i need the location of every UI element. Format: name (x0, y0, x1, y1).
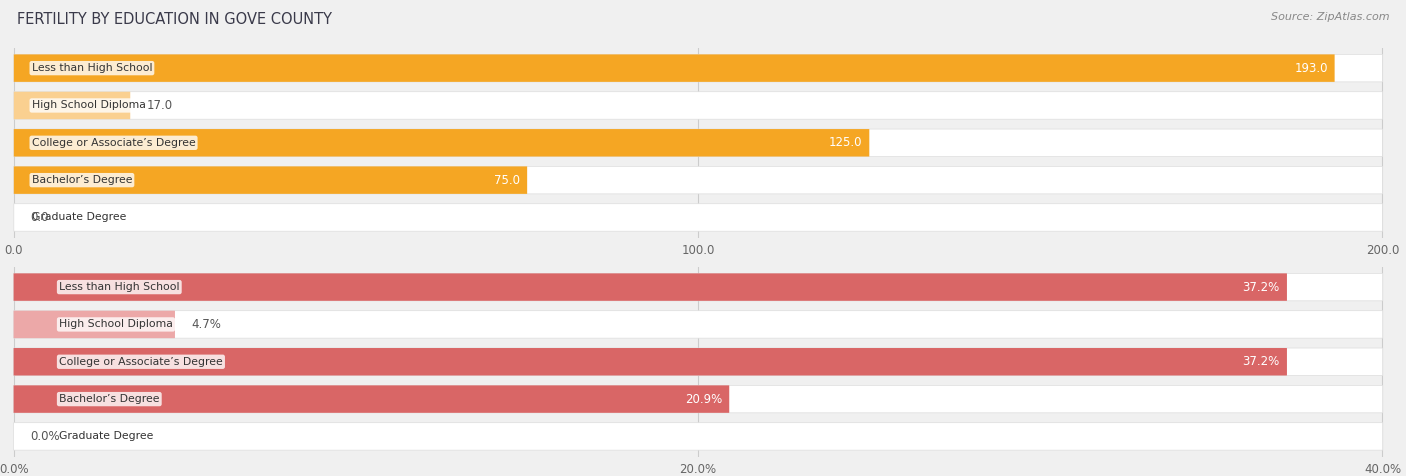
FancyBboxPatch shape (14, 423, 1382, 450)
FancyBboxPatch shape (14, 204, 1382, 231)
Text: 20.9%: 20.9% (685, 393, 723, 406)
FancyBboxPatch shape (14, 386, 1382, 413)
Text: 75.0: 75.0 (495, 174, 520, 187)
FancyBboxPatch shape (14, 273, 1382, 301)
FancyBboxPatch shape (14, 92, 131, 119)
Text: 37.2%: 37.2% (1243, 355, 1279, 368)
Text: College or Associate’s Degree: College or Associate’s Degree (59, 357, 222, 367)
Text: High School Diploma: High School Diploma (32, 100, 146, 110)
FancyBboxPatch shape (14, 167, 527, 194)
Text: Graduate Degree: Graduate Degree (32, 212, 127, 222)
FancyBboxPatch shape (14, 273, 1286, 301)
Text: Graduate Degree: Graduate Degree (59, 431, 153, 441)
Text: FERTILITY BY EDUCATION IN GOVE COUNTY: FERTILITY BY EDUCATION IN GOVE COUNTY (17, 12, 332, 27)
FancyBboxPatch shape (14, 311, 1382, 338)
Text: College or Associate’s Degree: College or Associate’s Degree (32, 138, 195, 148)
Text: 4.7%: 4.7% (191, 318, 221, 331)
Text: Less than High School: Less than High School (32, 63, 152, 73)
FancyBboxPatch shape (14, 54, 1334, 82)
Text: Source: ZipAtlas.com: Source: ZipAtlas.com (1271, 12, 1389, 22)
FancyBboxPatch shape (14, 348, 1382, 376)
FancyBboxPatch shape (14, 311, 174, 338)
Text: Bachelor’s Degree: Bachelor’s Degree (59, 394, 159, 404)
FancyBboxPatch shape (14, 167, 1382, 194)
Text: High School Diploma: High School Diploma (59, 319, 173, 329)
Text: Less than High School: Less than High School (59, 282, 180, 292)
FancyBboxPatch shape (14, 348, 1286, 376)
FancyBboxPatch shape (14, 92, 1382, 119)
Text: Bachelor’s Degree: Bachelor’s Degree (32, 175, 132, 185)
Text: 17.0: 17.0 (146, 99, 173, 112)
Text: 37.2%: 37.2% (1243, 280, 1279, 294)
Text: 193.0: 193.0 (1295, 61, 1327, 75)
FancyBboxPatch shape (14, 129, 1382, 157)
FancyBboxPatch shape (14, 386, 730, 413)
Text: 0.0%: 0.0% (31, 430, 60, 443)
Text: 0.0: 0.0 (31, 211, 49, 224)
Text: 125.0: 125.0 (830, 136, 862, 149)
FancyBboxPatch shape (14, 129, 869, 157)
FancyBboxPatch shape (14, 54, 1382, 82)
